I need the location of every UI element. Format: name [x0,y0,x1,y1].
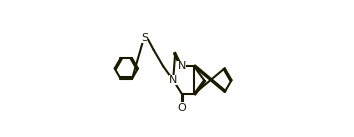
Text: N: N [178,62,186,71]
Text: O: O [177,103,186,112]
Text: S: S [141,33,148,43]
Text: N: N [169,75,177,85]
